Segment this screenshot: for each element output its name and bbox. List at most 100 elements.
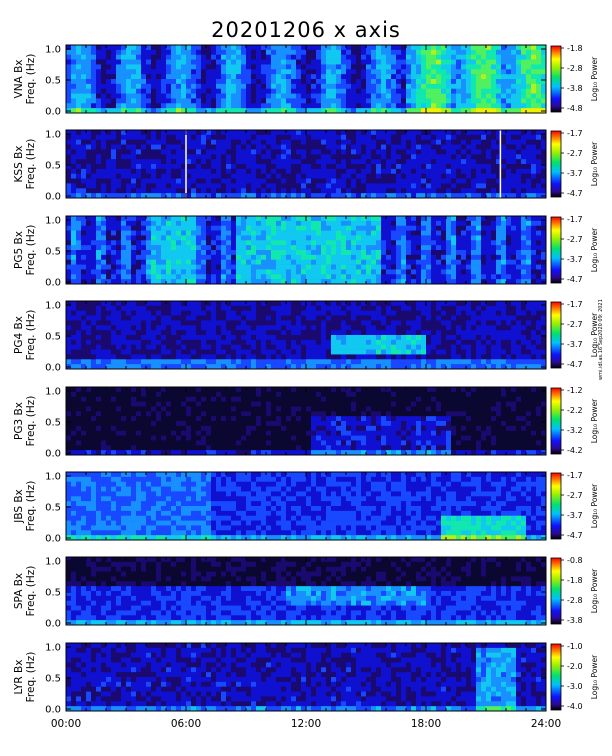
freq-axis-label: Freq. (Hz) xyxy=(25,139,37,190)
y-tick-label: 0.0 xyxy=(45,278,61,289)
colorbar-label: Log₁₀ Power xyxy=(590,398,599,443)
y-tick-label: 1.0 xyxy=(45,557,61,568)
colorbar-tick-label: -4.0 xyxy=(567,702,583,711)
colorbar-tick-label: -2.2 xyxy=(567,406,583,415)
y-tick-label: 0.5 xyxy=(45,161,61,172)
colorbar-label: Log₁₀ Power xyxy=(590,56,599,101)
colorbar-tick-label: -1.7 xyxy=(567,300,583,309)
y-tick-label: 0.0 xyxy=(45,449,61,460)
colorbar-tick-label: -2.7 xyxy=(567,235,583,244)
colorbar xyxy=(550,216,562,284)
colorbar-label: Log₁₀ Power xyxy=(590,483,599,528)
x-tick-label: 12:00 xyxy=(291,718,321,730)
y-tick-label: 0.0 xyxy=(45,619,61,630)
station-label: JBS Bx xyxy=(13,489,25,524)
panel-kss: 0.0 0.5 1.0 KSS Bx Freq. (Hz) -1.7 -2.7 -3.7 -4.… xyxy=(13,129,599,203)
station-label: PG5 Bx xyxy=(13,231,25,269)
y-tick-label: 0.5 xyxy=(45,588,61,599)
colorbar-tick-label: -2.7 xyxy=(567,149,583,158)
y-tick-label: 0.0 xyxy=(45,534,61,545)
chart-title: 20201206 x axis xyxy=(211,18,401,42)
spectrogram-texture xyxy=(66,472,547,541)
x-tick-label: 06:00 xyxy=(171,718,201,730)
station-label: KSS Bx xyxy=(13,146,25,183)
colorbar-tick-label: -2.8 xyxy=(567,64,583,73)
freq-axis-label: Freq. (Hz) xyxy=(25,481,37,532)
colorbar-tick-label: -3.8 xyxy=(567,84,583,93)
colorbar-tick-label: -2.8 xyxy=(567,596,583,605)
y-tick-label: 0.5 xyxy=(45,418,61,429)
colorbar-tick-label: -3.8 xyxy=(567,616,583,625)
colorbar xyxy=(550,45,562,113)
y-tick-label: 0.5 xyxy=(45,247,61,258)
y-tick-label: 0.0 xyxy=(45,192,61,203)
x-tick-label: 24:00 xyxy=(531,718,561,730)
panel-jbs: 0.0 0.5 1.0 JBS Bx Freq. (Hz) -1.7 -2.7 -3.7 -4.… xyxy=(13,471,599,545)
colorbar xyxy=(550,130,562,198)
y-tick-label: 0.5 xyxy=(45,76,61,87)
station-label: VNA Bx xyxy=(13,60,25,99)
colorbar-label: Log₁₀ Power xyxy=(590,312,599,357)
colorbar-label: Log₁₀ Power xyxy=(590,141,599,186)
freq-axis-label: Freq. (Hz) xyxy=(25,652,37,703)
panel-vna: 0.0 0.5 1.0 VNA Bx Freq. (Hz) -1.8 -2.8 -3.8 -4.… xyxy=(13,44,599,118)
colorbar-tick-label: -4.2 xyxy=(567,446,583,455)
colorbar xyxy=(550,301,562,369)
colorbar-tick-label: -1.8 xyxy=(567,44,583,53)
y-tick-label: 0.5 xyxy=(45,332,61,343)
colorbar-tick-label: -3.7 xyxy=(567,340,583,349)
colorbar xyxy=(550,387,562,455)
colorbar-tick-label: -3.7 xyxy=(567,169,583,178)
colorbar xyxy=(550,557,562,625)
colorbar-label: Log₁₀ Power xyxy=(590,227,599,272)
colorbar-tick-label: -4.7 xyxy=(567,360,583,369)
panel-spa: 0.0 0.5 1.0 SPA Bx Freq. (Hz) -0.8 -1.8 -2.8 -3.… xyxy=(13,556,599,630)
colorbar-tick-label: -2.7 xyxy=(567,491,583,500)
y-tick-label: 1.0 xyxy=(45,216,61,227)
panel-pg5: 0.0 0.5 1.0 PG5 Bx Freq. (Hz) -1.7 -2.7 -3.7 -4.… xyxy=(13,215,599,289)
spectrogram-texture xyxy=(66,45,547,114)
colorbar-tick-label: -1.7 xyxy=(567,129,583,138)
x-tick-label: 18:00 xyxy=(411,718,441,730)
y-tick-label: 1.0 xyxy=(45,130,61,141)
spectrogram-texture xyxy=(66,557,547,626)
colorbar xyxy=(550,472,562,540)
spectrogram-texture xyxy=(66,130,547,199)
y-tick-label: 0.0 xyxy=(45,363,61,374)
colorbar xyxy=(550,643,562,711)
colorbar-tick-label: -0.8 xyxy=(567,556,583,565)
y-tick-label: 1.0 xyxy=(45,472,61,483)
station-label: PG4 Bx xyxy=(13,316,25,354)
y-tick-label: 1.0 xyxy=(45,301,61,312)
colorbar-tick-label: -1.2 xyxy=(567,386,583,395)
freq-axis-label: Freq. (Hz) xyxy=(25,310,37,361)
y-tick-label: 1.0 xyxy=(45,643,61,654)
station-label: SPA Bx xyxy=(13,573,25,609)
credit-text: wmi.idl.as.16 Sep2020 09: 2021 xyxy=(598,299,604,380)
freq-axis-label: Freq. (Hz) xyxy=(25,396,37,447)
station-label: PG3 Bx xyxy=(13,402,25,440)
freq-axis-label: Freq. (Hz) xyxy=(25,225,37,276)
x-tick-label: 00:00 xyxy=(51,718,81,730)
colorbar-label: Log₁₀ Power xyxy=(590,654,599,699)
freq-axis-label: Freq. (Hz) xyxy=(25,54,37,105)
colorbar-tick-label: -3.7 xyxy=(567,255,583,264)
spectrogram-texture xyxy=(66,643,547,712)
colorbar-tick-label: -3.2 xyxy=(567,426,583,435)
colorbar-tick-label: -4.7 xyxy=(567,275,583,284)
y-tick-label: 1.0 xyxy=(45,45,61,56)
colorbar-tick-label: -4.8 xyxy=(567,104,583,113)
colorbar-tick-label: -1.7 xyxy=(567,471,583,480)
freq-axis-label: Freq. (Hz) xyxy=(25,566,37,617)
y-tick-label: 1.0 xyxy=(45,387,61,398)
y-tick-label: 0.5 xyxy=(45,503,61,514)
spectrogram-texture xyxy=(66,216,547,285)
panel-lyr: 0.0 0.5 1.0 LYR Bx Freq. (Hz) -1.0 -2.0 -3.0 -4.… xyxy=(13,642,599,716)
spectrogram-texture xyxy=(66,301,547,370)
colorbar-tick-label: -4.7 xyxy=(567,531,583,540)
panel-pg4: 0.0 0.5 1.0 PG4 Bx Freq. (Hz) -1.7 -2.7 -3.7 -4.… xyxy=(13,300,599,374)
spectrogram-texture xyxy=(66,387,547,456)
colorbar-tick-label: -3.0 xyxy=(567,682,583,691)
colorbar-tick-label: -1.7 xyxy=(567,215,583,224)
